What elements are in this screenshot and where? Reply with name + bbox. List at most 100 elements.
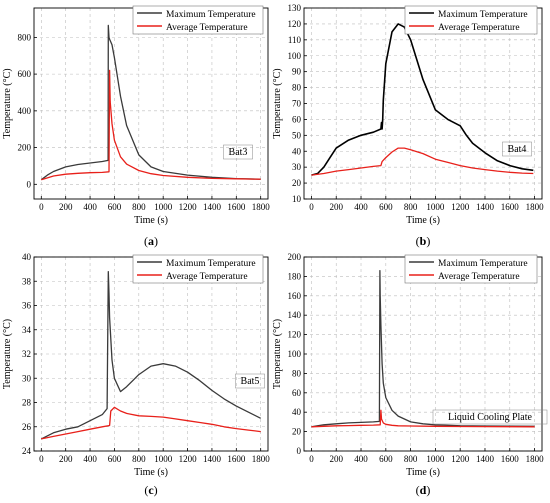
y-tick-label: 30 xyxy=(22,373,32,383)
x-tick-label: 1800 xyxy=(252,454,271,464)
x-tick-label: 400 xyxy=(83,202,97,212)
y-tick-label: 400 xyxy=(18,106,32,116)
x-tick-label: 800 xyxy=(404,454,418,464)
annotation-text: Bat3 xyxy=(229,147,248,158)
chart-panel-c: 0 200 400 600 800 1000 1200 1400 1600 1800 24 26 28 3… xyxy=(2,252,270,497)
chart-panel-a: 0 200 400 600 800 1000 1200 1400 1600 1800 0 200 400… xyxy=(2,5,270,248)
caption-letter: c xyxy=(148,483,154,497)
series-line-maximum xyxy=(311,23,534,176)
y-tick-label: 200 xyxy=(18,143,32,153)
panel-annotation: Liquid Cooling Plate xyxy=(432,409,548,425)
x-tick-label: 1000 xyxy=(154,202,173,212)
legend-entry: Maximum Temperature xyxy=(166,259,256,269)
y-tick-label: 600 xyxy=(18,69,32,79)
x-tick-label: 400 xyxy=(354,454,368,464)
legend-entry: Average Temperature xyxy=(438,272,520,282)
y-tick-label: 60 xyxy=(292,388,302,398)
y-tick-label: 110 xyxy=(288,35,302,45)
caption-paren: ( xyxy=(144,234,148,248)
series-line-average xyxy=(311,409,535,428)
caption-paren: ( xyxy=(416,234,420,248)
y-tick-label: 70 xyxy=(292,99,302,109)
annotation-box xyxy=(432,409,548,425)
x-tick-label: 1800 xyxy=(526,202,545,212)
y-tick-label: 24 xyxy=(22,446,32,456)
annotation-box xyxy=(223,144,253,160)
x-tick-label: 1000 xyxy=(426,202,445,212)
legend: Maximum Temperature Average Temperature xyxy=(132,5,264,35)
y-axis-label: Temperature (°C) xyxy=(272,319,283,389)
x-tick-label: 1000 xyxy=(426,454,445,464)
y-tick-label: 26 xyxy=(22,422,32,432)
y-tick-label: 140 xyxy=(288,310,302,320)
y-tick-label: 180 xyxy=(288,271,302,281)
annotation-box xyxy=(502,141,532,157)
x-tick-label: 600 xyxy=(379,202,393,212)
x-tick-label: 1400 xyxy=(476,202,495,212)
x-tick-label: 1200 xyxy=(451,454,470,464)
x-tick-label: 600 xyxy=(108,202,122,212)
y-tick-label: 800 xyxy=(18,32,32,42)
x-tick-label: 1600 xyxy=(501,454,520,464)
panel-caption: (c) xyxy=(144,483,157,497)
x-tick-label: 0 xyxy=(39,202,44,212)
y-axis-label: Temperature (°C) xyxy=(272,68,283,138)
caption-paren: ) xyxy=(426,234,430,248)
y-tick-label: 120 xyxy=(288,19,302,29)
legend-entry: Average Temperature xyxy=(438,23,520,33)
x-tick-label: 800 xyxy=(132,202,146,212)
y-tick-label: 40 xyxy=(292,407,302,417)
x-tick-label: 0 xyxy=(39,454,44,464)
x-tick-label: 1200 xyxy=(179,454,198,464)
y-tick-label: 100 xyxy=(288,349,302,359)
y-tick-label: 100 xyxy=(288,51,302,61)
y-tick-label: 38 xyxy=(22,276,32,286)
x-tick-label: 400 xyxy=(83,454,97,464)
annotation-text: Bat5 xyxy=(241,376,260,387)
annotation-text: Liquid Cooling Plate xyxy=(448,412,532,423)
legend-entry: Maximum Temperature xyxy=(438,10,528,20)
x-tick-label: 1200 xyxy=(179,202,198,212)
x-axis-label: Time (s) xyxy=(406,215,440,226)
legend: Maximum Temperature Average Temperature xyxy=(404,5,538,35)
x-tick-label: 200 xyxy=(329,202,343,212)
legend-box xyxy=(132,5,264,35)
x-tick-label: 1400 xyxy=(476,454,495,464)
legend-entry: Average Temperature xyxy=(166,23,248,33)
series-line-maximum xyxy=(40,24,261,181)
panel-caption: (d) xyxy=(416,483,431,497)
y-tick-label: 32 xyxy=(22,349,31,359)
y-tick-label: 90 xyxy=(292,67,302,77)
x-tick-label: 1600 xyxy=(227,454,246,464)
y-tick-label: 20 xyxy=(292,427,302,437)
y-tick-label: 0 xyxy=(297,446,302,456)
annotation-box xyxy=(235,373,265,389)
y-tick-label: 10 xyxy=(292,194,302,204)
chart-panel-d: 0 200 400 600 800 1000 1200 1400 1600 1800 0 20 40 60… xyxy=(272,252,548,497)
caption-paren: ( xyxy=(416,483,420,497)
y-tick-label: 130 xyxy=(288,3,302,13)
x-tick-label: 400 xyxy=(354,202,368,212)
y-tick-label: 40 xyxy=(292,146,302,156)
caption-paren: ( xyxy=(144,483,148,497)
annotation-text: Bat4 xyxy=(508,144,527,155)
y-axis-label: Temperature (°C) xyxy=(2,68,13,138)
x-tick-label: 0 xyxy=(309,454,314,464)
series-line-average xyxy=(41,406,261,440)
caption-letter: b xyxy=(420,234,427,248)
y-axis-label: Temperature (°C) xyxy=(2,319,13,389)
x-tick-label: 1600 xyxy=(501,202,520,212)
caption-paren: ) xyxy=(426,483,430,497)
y-tick-label: 28 xyxy=(22,398,32,408)
y-tick-label: 80 xyxy=(292,83,302,93)
series-line-average xyxy=(311,147,534,176)
chart-panel-b: 0 200 400 600 800 1000 1200 1400 1600 1800 10 20 30 4… xyxy=(272,3,544,248)
panel-caption: (b) xyxy=(416,234,431,248)
panel-annotation: Bat3 xyxy=(223,144,253,160)
series-line-average xyxy=(41,69,261,181)
legend-box xyxy=(404,5,538,35)
y-tick-label: 34 xyxy=(22,325,32,335)
y-tick-label: 60 xyxy=(292,114,302,124)
x-tick-label: 0 xyxy=(309,202,314,212)
x-tick-label: 1800 xyxy=(526,454,545,464)
